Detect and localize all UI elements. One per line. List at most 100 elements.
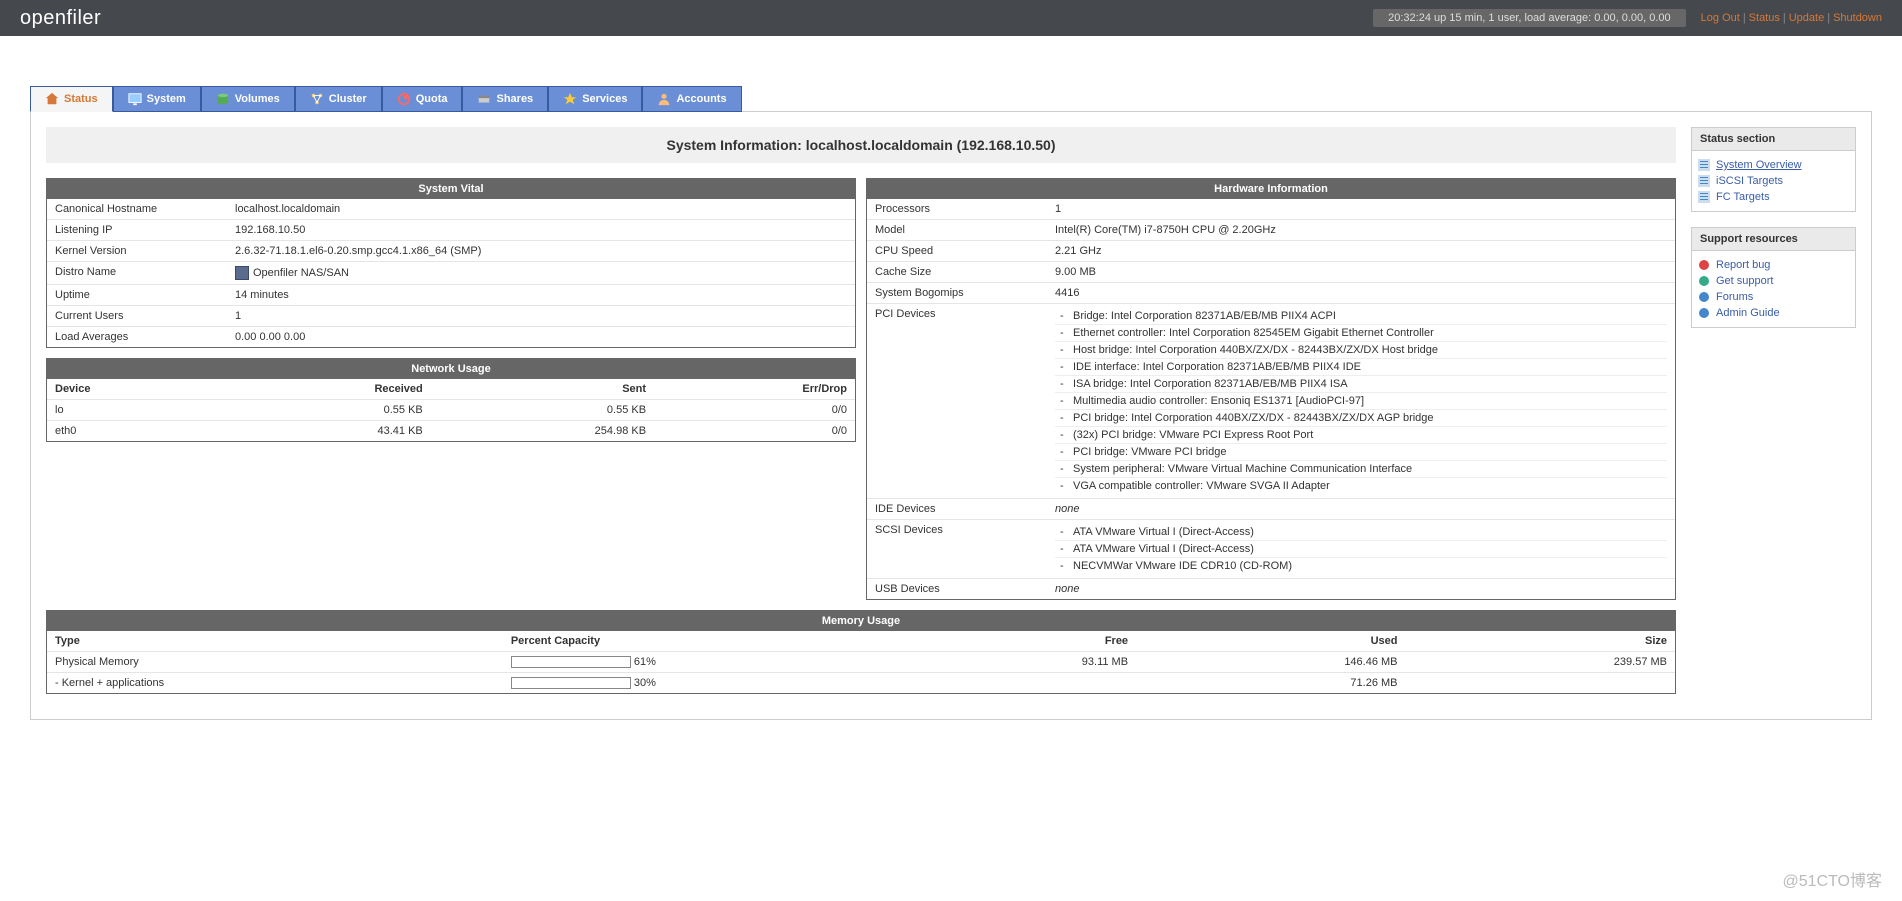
update-link[interactable]: Update <box>1789 12 1824 24</box>
table-row: System Bogomips4416 <box>867 283 1675 304</box>
shutdown-link[interactable]: Shutdown <box>1833 12 1882 24</box>
list-item: Multimedia audio controller: Ensoniq ES1… <box>1055 393 1667 410</box>
support-resources-title: Support resources <box>1692 228 1855 251</box>
table-row: SCSI DevicesATA VMware Virtual I (Direct… <box>867 520 1675 579</box>
network-usage-panel: Network Usage Device Received Sent Err/D… <box>46 358 856 442</box>
table-row: Current Users1 <box>47 306 855 327</box>
tab-quota[interactable]: Quota <box>382 86 463 112</box>
system-vital-table: Canonical Hostnamelocalhost.localdomain … <box>47 199 855 347</box>
col-type: Type <box>47 631 503 652</box>
tab-cluster[interactable]: Cluster <box>295 86 382 112</box>
top-bar: openfiler 20:32:24 up 15 min, 1 user, lo… <box>0 0 1902 36</box>
table-row: CPU Speed2.21 GHz <box>867 241 1675 262</box>
distro-icon <box>235 266 249 280</box>
support-resources-box: Support resources Report bugGet supportF… <box>1691 227 1856 328</box>
logout-link[interactable]: Log Out <box>1701 12 1740 24</box>
status-section-title: Status section <box>1692 128 1855 151</box>
tab-accounts[interactable]: Accounts <box>642 86 741 112</box>
page-icon <box>1698 159 1710 171</box>
monitor-icon <box>128 92 142 106</box>
pci-device-list: Bridge: Intel Corporation 82371AB/EB/MB … <box>1055 308 1667 494</box>
memory-usage-title: Memory Usage <box>47 611 1675 631</box>
hardware-info-title: Hardware Information <box>867 179 1675 199</box>
watermark: @51CTO博客 <box>1782 867 1882 891</box>
progress-bar <box>511 677 631 689</box>
topbar-right: 20:32:24 up 15 min, 1 user, load average… <box>1373 9 1882 27</box>
col-received: Received <box>218 379 431 400</box>
memory-usage-table: Type Percent Capacity Free Used Size Phy… <box>47 631 1675 693</box>
two-column-row: System Vital Canonical Hostnamelocalhost… <box>46 178 1676 610</box>
col-size: Size <box>1406 631 1675 652</box>
support-item[interactable]: Get support <box>1698 273 1849 289</box>
sidebar-item[interactable]: iSCSI Targets <box>1698 173 1849 189</box>
tab-services[interactable]: Services <box>548 86 642 112</box>
content-column: System Information: localhost.localdomai… <box>46 127 1676 704</box>
support-item[interactable]: Admin Guide <box>1698 305 1849 321</box>
bullet-icon <box>1698 275 1710 287</box>
col-device: Device <box>47 379 218 400</box>
list-item: PCI bridge: VMware PCI bridge <box>1055 444 1667 461</box>
tab-shares[interactable]: Shares <box>462 86 548 112</box>
table-row: USB Devicesnone <box>867 579 1675 600</box>
main-wrap: System Information: localhost.localdomai… <box>30 111 1872 720</box>
table-row: Listening IP192.168.10.50 <box>47 220 855 241</box>
table-row: lo0.55 KB0.55 KB0/0 <box>47 400 855 421</box>
list-item: ISA bridge: Intel Corporation 82371AB/EB… <box>1055 376 1667 393</box>
page-body: Status System Volumes Cluster Quota Shar… <box>0 36 1902 730</box>
tab-volumes[interactable]: Volumes <box>201 86 295 112</box>
hardware-info-panel: Hardware Information Processors1 ModelIn… <box>866 178 1676 600</box>
status-link[interactable]: Status <box>1749 12 1780 24</box>
support-item[interactable]: Forums <box>1698 289 1849 305</box>
col-free: Free <box>894 631 1137 652</box>
table-row: Canonical Hostnamelocalhost.localdomain <box>47 199 855 220</box>
network-usage-title: Network Usage <box>47 359 855 379</box>
uptime-status: 20:32:24 up 15 min, 1 user, load average… <box>1373 9 1686 27</box>
list-item: ATA VMware Virtual I (Direct-Access) <box>1055 524 1667 541</box>
list-item: (32x) PCI bridge: VMware PCI Express Roo… <box>1055 427 1667 444</box>
accounts-icon <box>657 92 671 106</box>
top-links: Log Out| Status| Update| Shutdown <box>1701 12 1882 24</box>
bullet-icon <box>1698 291 1710 303</box>
tab-system[interactable]: System <box>113 86 201 112</box>
shares-icon <box>477 92 491 106</box>
col-errdrop: Err/Drop <box>654 379 855 400</box>
list-item: IDE interface: Intel Corporation 82371AB… <box>1055 359 1667 376</box>
table-row: PCI DevicesBridge: Intel Corporation 823… <box>867 304 1675 499</box>
services-icon <box>563 92 577 106</box>
table-row: - Kernel + applications 30%71.26 MB <box>47 673 1675 694</box>
support-item[interactable]: Report bug <box>1698 257 1849 273</box>
page-icon <box>1698 175 1710 187</box>
list-item: VGA compatible controller: VMware SVGA I… <box>1055 478 1667 494</box>
table-row: IDE Devicesnone <box>867 499 1675 520</box>
table-row: Uptime14 minutes <box>47 285 855 306</box>
page-title: System Information: localhost.localdomai… <box>46 127 1676 163</box>
list-item: ATA VMware Virtual I (Direct-Access) <box>1055 541 1667 558</box>
bullet-icon <box>1698 307 1710 319</box>
table-row: Distro NameOpenfiler NAS/SAN <box>47 262 855 285</box>
col-percent: Percent Capacity <box>503 631 894 652</box>
list-item: Host bridge: Intel Corporation 440BX/ZX/… <box>1055 342 1667 359</box>
main-tabs: Status System Volumes Cluster Quota Shar… <box>30 86 1872 112</box>
col-used: Used <box>1136 631 1405 652</box>
sidebar-item[interactable]: FC Targets <box>1698 189 1849 205</box>
status-section-box: Status section System OverviewiSCSI Targ… <box>1691 127 1856 212</box>
tab-status[interactable]: Status <box>30 86 113 112</box>
list-item: PCI bridge: Intel Corporation 440BX/ZX/D… <box>1055 410 1667 427</box>
sidebar-item[interactable]: System Overview <box>1698 157 1849 173</box>
table-row: eth043.41 KB254.98 KB0/0 <box>47 421 855 442</box>
sidebar: Status section System OverviewiSCSI Targ… <box>1691 127 1856 704</box>
network-usage-table: Device Received Sent Err/Drop lo0.55 KB0… <box>47 379 855 441</box>
bullet-icon <box>1698 259 1710 271</box>
system-vital-title: System Vital <box>47 179 855 199</box>
disk-icon <box>216 92 230 106</box>
table-row: Cache Size9.00 MB <box>867 262 1675 283</box>
table-row: Load Averages0.00 0.00 0.00 <box>47 327 855 348</box>
system-vital-panel: System Vital Canonical Hostnamelocalhost… <box>46 178 856 348</box>
memory-usage-panel: Memory Usage Type Percent Capacity Free … <box>46 610 1676 694</box>
list-item: System peripheral: VMware Virtual Machin… <box>1055 461 1667 478</box>
table-row: Physical Memory 61%93.11 MB146.46 MB239.… <box>47 652 1675 673</box>
list-item: Bridge: Intel Corporation 82371AB/EB/MB … <box>1055 308 1667 325</box>
quota-icon <box>397 92 411 106</box>
hardware-info-table: Processors1 ModelIntel(R) Core(TM) i7-87… <box>867 199 1675 599</box>
page-icon <box>1698 191 1710 203</box>
